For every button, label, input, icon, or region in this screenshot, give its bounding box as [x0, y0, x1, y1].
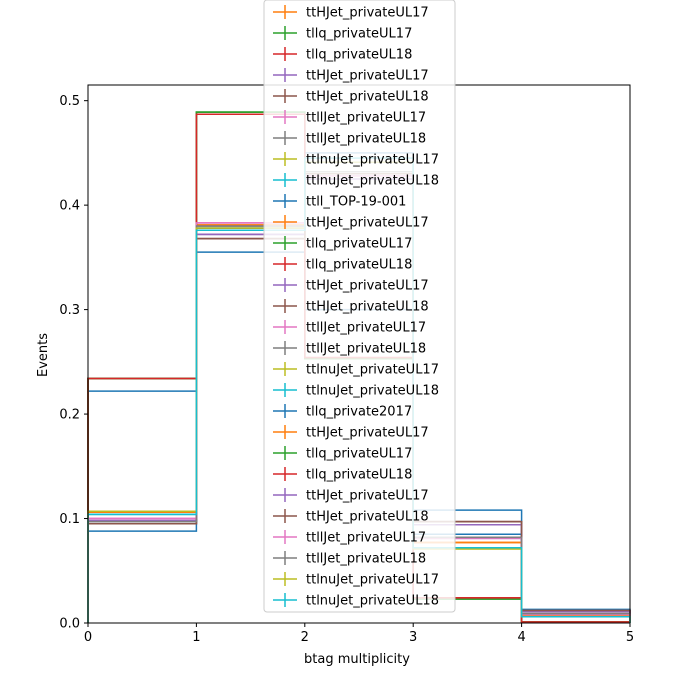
legend-label: ttHJet_privateUL17 — [306, 216, 429, 231]
y-tick-label: 0.2 — [59, 408, 80, 423]
legend-entry: ttllJet_privateUL18 — [273, 341, 426, 357]
legend-entry: tllq_privateUL18 — [273, 467, 412, 483]
legend-label: ttllJet_privateUL18 — [306, 132, 426, 147]
y-tick-label: 0.0 — [59, 617, 80, 632]
legend-label: ttHJet_privateUL17 — [306, 279, 429, 294]
legend-label: tllq_privateUL17 — [306, 27, 412, 42]
legend-label: tllq_privateUL17 — [306, 447, 412, 462]
y-axis-label: Events — [36, 333, 51, 377]
legend-entry: ttHJet_privateUL17 — [273, 68, 429, 84]
legend-label: tllq_private2017 — [306, 405, 412, 420]
legend-entry: ttHJet_privateUL18 — [273, 299, 429, 315]
x-tick-label: 3 — [409, 630, 417, 645]
legend-entry: ttllJet_privateUL17 — [273, 320, 426, 336]
legend-entry: ttllJet_privateUL18 — [273, 131, 426, 147]
legend-entry: ttlnuJet_privateUL17 — [273, 362, 439, 378]
x-axis-label: btag multiplicity — [304, 652, 410, 667]
legend-entry: ttlnuJet_privateUL17 — [273, 152, 439, 168]
legend-entry: ttllJet_privateUL17 — [273, 530, 426, 546]
legend-label: ttll_TOP-19-001 — [306, 195, 406, 210]
legend-label: ttHJet_privateUL18 — [306, 510, 429, 525]
legend-label: ttHJet_privateUL17 — [306, 69, 429, 84]
legend-entry: tllq_privateUL17 — [273, 236, 412, 252]
legend-entry: ttlnuJet_privateUL18 — [273, 173, 439, 189]
legend-label: ttHJet_privateUL17 — [306, 426, 429, 441]
y-tick-label: 0.4 — [59, 199, 80, 214]
legend-entry: ttllJet_privateUL17 — [273, 110, 426, 126]
legend-entry: tllq_privateUL17 — [273, 446, 412, 462]
legend-label: ttlnuJet_privateUL17 — [306, 153, 439, 168]
legend-label: ttllJet_privateUL17 — [306, 321, 426, 336]
legend-entry: ttlnuJet_privateUL17 — [273, 572, 439, 588]
legend-label: ttllJet_privateUL17 — [306, 111, 426, 126]
legend-entry: tllq_privateUL18 — [273, 257, 412, 273]
legend-entry: tllq_privateUL17 — [273, 26, 412, 42]
legend-box — [263, 0, 456, 613]
legend-entry: ttlnuJet_privateUL18 — [273, 593, 439, 609]
legend-entry: tllq_privateUL18 — [273, 47, 412, 63]
legend-entry: ttHJet_privateUL17 — [273, 5, 429, 21]
legend-label: ttHJet_privateUL17 — [306, 489, 429, 504]
legend-entry: ttHJet_privateUL17 — [273, 425, 429, 441]
x-tick-label: 4 — [517, 630, 525, 645]
legend-entry: ttlnuJet_privateUL18 — [273, 383, 439, 399]
legend-label: tllq_privateUL18 — [306, 468, 412, 483]
legend-label: ttHJet_privateUL17 — [306, 6, 429, 21]
legend-label: tllq_privateUL18 — [306, 48, 412, 63]
y-tick-label: 0.1 — [59, 512, 80, 527]
legend-entry: ttHJet_privateUL18 — [273, 509, 429, 525]
legend-entry: ttHJet_privateUL17 — [273, 278, 429, 294]
legend-entry: ttllJet_privateUL18 — [273, 551, 426, 567]
legend-label: ttlnuJet_privateUL18 — [306, 174, 439, 189]
legend-label: ttllJet_privateUL18 — [306, 552, 426, 567]
legend-label: tllq_privateUL18 — [306, 258, 412, 273]
y-tick-label: 0.3 — [59, 303, 80, 318]
legend-entry: ttHJet_privateUL17 — [273, 215, 429, 231]
legend-label: ttHJet_privateUL18 — [306, 90, 429, 105]
legend: ttHJet_privateUL17 tllq_privateUL17 tllq_p… — [263, 0, 456, 613]
legend-label: tllq_privateUL17 — [306, 237, 412, 252]
legend-entry: ttHJet_privateUL18 — [273, 89, 429, 105]
legend-label: ttlnuJet_privateUL18 — [306, 384, 439, 399]
x-tick-label: 5 — [626, 630, 634, 645]
y-tick-label: 0.5 — [59, 94, 80, 109]
legend-label: ttllJet_privateUL17 — [306, 531, 426, 546]
x-tick-label: 2 — [301, 630, 309, 645]
x-tick-label: 0 — [84, 630, 92, 645]
legend-entry: tllq_private2017 — [273, 404, 412, 420]
legend-label: ttHJet_privateUL18 — [306, 300, 429, 315]
legend-label: ttlnuJet_privateUL17 — [306, 363, 439, 378]
legend-label: ttllJet_privateUL18 — [306, 342, 426, 357]
legend-entry: ttHJet_privateUL17 — [273, 488, 429, 504]
legend-entry: ttll_TOP-19-001 — [273, 194, 406, 210]
legend-label: ttlnuJet_privateUL17 — [306, 573, 439, 588]
x-tick-label: 1 — [192, 630, 200, 645]
legend-label: ttlnuJet_privateUL18 — [306, 594, 439, 609]
